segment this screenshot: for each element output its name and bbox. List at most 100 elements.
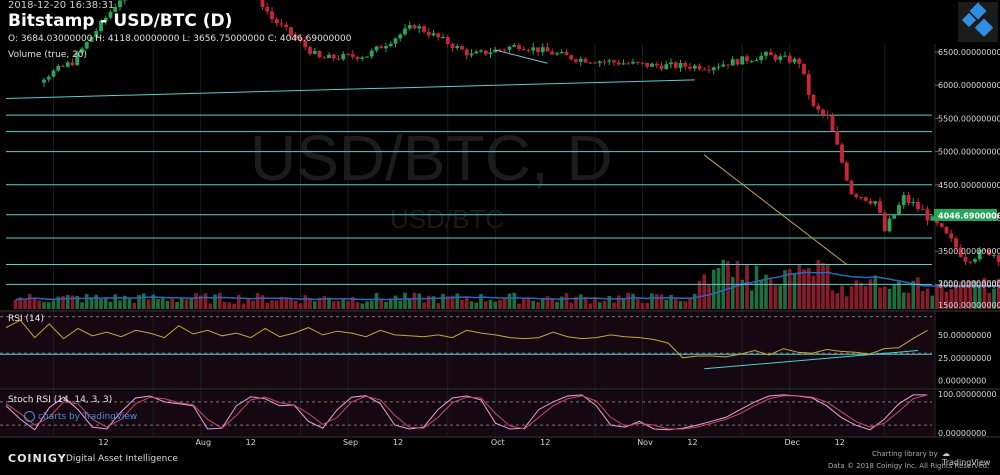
stoch-axis-label: 0.00000000	[938, 429, 986, 438]
candlestick	[569, 55, 573, 61]
price-axis-label: 6500.00000000	[938, 48, 1000, 57]
candlestick	[446, 34, 450, 46]
volume-bar	[270, 300, 274, 309]
candle-body	[802, 64, 806, 74]
volume-bar	[294, 301, 298, 309]
candle-body	[71, 62, 75, 65]
volume-bar	[132, 303, 136, 309]
candlestick	[308, 45, 312, 56]
candlestick	[816, 103, 820, 113]
coinigy-logo[interactable]	[958, 2, 998, 42]
candlestick	[531, 43, 535, 55]
candle-body	[693, 66, 697, 69]
candle-body	[807, 74, 811, 95]
candle-body	[432, 33, 436, 35]
timestamp: 2018-12-20 16:38:31	[8, 0, 114, 11]
volume-bar	[907, 293, 911, 309]
volume-bar	[413, 293, 417, 309]
candlestick	[379, 45, 383, 49]
candlestick	[693, 64, 697, 72]
candlestick	[512, 43, 516, 47]
candlestick	[265, 3, 269, 15]
candlestick	[769, 49, 773, 55]
candle-body	[717, 67, 721, 68]
candlestick	[389, 41, 393, 47]
volume-bar	[926, 288, 930, 309]
candlestick	[398, 33, 402, 41]
volume-bar	[883, 286, 887, 309]
descending-trendline[interactable]	[704, 155, 847, 265]
volume-bar	[888, 289, 892, 309]
candlestick	[593, 61, 597, 64]
candle-body	[821, 110, 825, 115]
candle-body	[550, 51, 554, 54]
candle-body	[660, 65, 664, 69]
candle-body	[831, 116, 835, 131]
candle-body	[854, 194, 858, 197]
candle-body	[650, 64, 654, 67]
rsi-axis-label: 50.00000000	[938, 331, 991, 340]
volume-bar	[375, 293, 379, 309]
candle-body	[721, 65, 725, 67]
candle-body	[365, 57, 369, 58]
volume-indicator-label[interactable]: Volume (true, 20)	[8, 50, 87, 60]
rsi-label[interactable]: RSI (14)	[8, 314, 44, 324]
candlestick	[759, 52, 763, 63]
volume-bar	[565, 293, 569, 309]
candlestick	[432, 30, 436, 37]
candle-body	[778, 56, 782, 60]
volume-bar	[313, 301, 317, 309]
candle-body	[42, 80, 46, 83]
candle-body	[394, 38, 398, 43]
candle-body	[356, 57, 360, 59]
tradingview-link[interactable]: charts by TradingView	[24, 411, 137, 422]
candle-body	[850, 181, 854, 195]
volume-bar	[555, 302, 559, 309]
price-axis-label: 5500.00000000	[938, 114, 1000, 123]
candlestick	[280, 19, 284, 27]
candlestick	[479, 49, 483, 53]
volume-bar	[493, 302, 497, 309]
candle-body	[750, 61, 754, 62]
volume-bar	[365, 301, 369, 309]
candlestick	[664, 61, 668, 70]
candle-body	[593, 63, 597, 64]
candle-body	[835, 131, 839, 145]
candlestick	[584, 57, 588, 63]
volume-bar	[612, 303, 616, 309]
candle-body	[546, 47, 550, 51]
candlestick	[356, 56, 360, 61]
rising-trendline[interactable]	[6, 80, 695, 99]
footer-brand[interactable]: COINIGY	[8, 452, 67, 465]
candlestick	[546, 43, 550, 52]
candlestick	[916, 198, 920, 213]
volume-bar	[441, 294, 445, 309]
price-axis-label: 3500.00000000	[938, 247, 1000, 256]
volume-bar	[275, 301, 279, 309]
charting-library-credit: Charting library by	[872, 450, 938, 458]
volume-bar	[80, 302, 84, 309]
candlestick	[451, 42, 455, 52]
candlestick	[508, 46, 512, 53]
volume-bar	[698, 281, 702, 309]
candlestick	[313, 48, 317, 55]
time-axis-label: Dec	[785, 438, 800, 447]
candle-body	[313, 51, 317, 54]
candle-body	[308, 47, 312, 54]
candle-body	[360, 57, 364, 59]
candle-body	[726, 65, 730, 66]
candlestick	[726, 64, 730, 69]
candle-body	[379, 46, 383, 48]
volume-bar	[242, 304, 246, 309]
volume-bar	[356, 302, 360, 309]
volume-bar	[104, 297, 108, 309]
volume-bar	[213, 294, 217, 309]
candlestick	[565, 49, 569, 55]
stoch-rsi-label[interactable]: Stoch RSI (14, 14, 3, 3)	[8, 395, 112, 405]
candlestick	[926, 206, 930, 225]
candlestick	[332, 54, 336, 62]
volume-bar	[731, 277, 735, 309]
candle-body	[503, 50, 507, 51]
candle-body	[736, 59, 740, 64]
